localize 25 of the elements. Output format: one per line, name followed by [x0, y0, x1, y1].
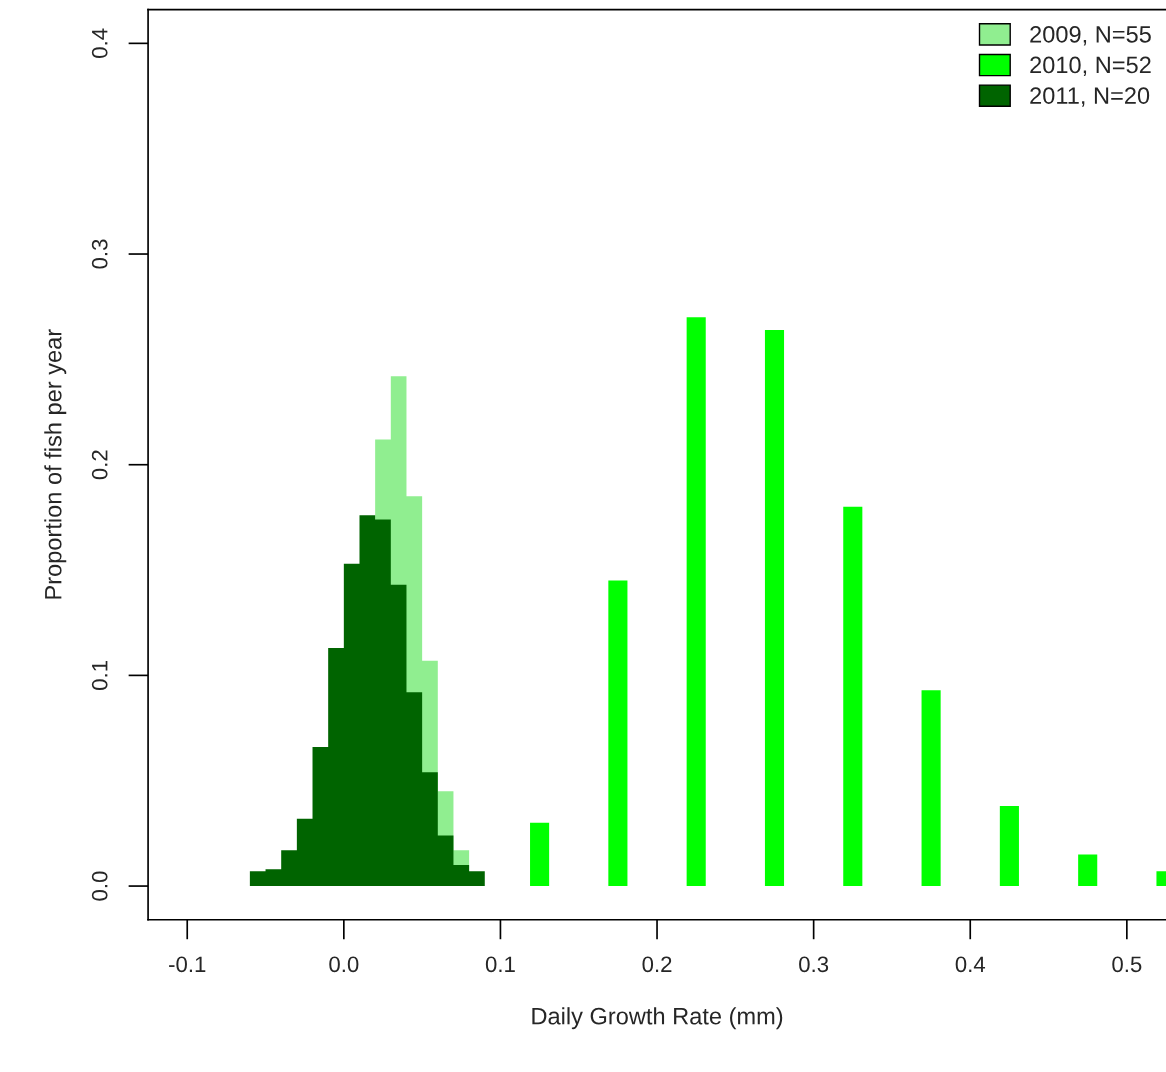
x-axis-title: Daily Growth Rate (mm)	[532, 1007, 783, 1030]
bar	[530, 822, 550, 887]
bar	[608, 580, 628, 887]
y-tick-label: 0.1	[91, 661, 108, 690]
bar	[921, 690, 941, 887]
x-tick-label: 0.1	[485, 956, 515, 973]
x-tick-label: 0.3	[799, 956, 829, 973]
legend-label: 2010, N=52	[1030, 56, 1151, 77]
y-tick-label: 0.2	[91, 450, 108, 480]
bar	[764, 329, 785, 887]
y-tick-label: 0.4	[91, 28, 108, 58]
x-tick-label: 0.5	[1112, 956, 1142, 973]
bar	[843, 506, 863, 887]
x-tick-label: 0.0	[329, 956, 359, 973]
legend-label: 2009, N=55	[1030, 25, 1151, 46]
y-tick-label: 0.3	[91, 239, 108, 269]
x-tick-label: -0.1	[169, 956, 206, 973]
bar	[999, 806, 1019, 887]
x-tick-label: 0.4	[955, 956, 986, 973]
x-tick-label: 0.2	[642, 956, 672, 973]
y-tick-label: 0.0	[91, 871, 108, 901]
legend-label: 2011, N=20	[1030, 87, 1150, 107]
bar	[686, 317, 706, 887]
bar	[1078, 854, 1098, 887]
y-axis-title: Proportion of fish per year	[44, 329, 67, 599]
